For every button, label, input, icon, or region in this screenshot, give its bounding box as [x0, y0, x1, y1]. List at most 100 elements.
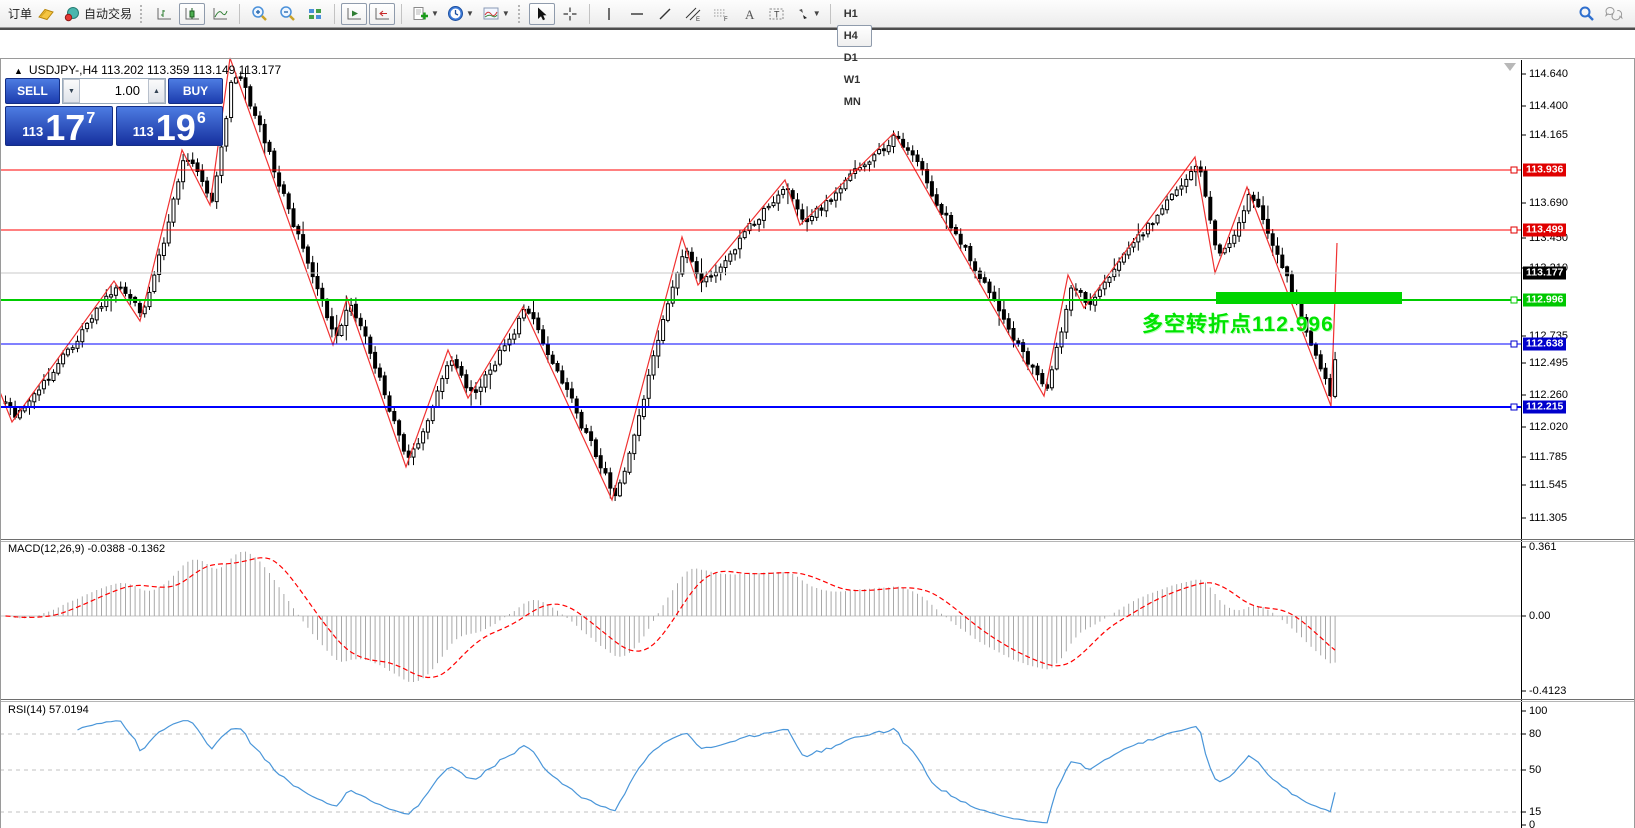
buy-button[interactable]: BUY	[168, 78, 223, 104]
timeframe-button-H4[interactable]: H4	[836, 24, 873, 47]
svg-text:E: E	[696, 17, 700, 22]
autotrade-button[interactable]: 自动交易	[61, 3, 135, 25]
tile-windows-button[interactable]	[302, 3, 328, 25]
price-level-badge: 113.177	[1523, 266, 1567, 280]
arrows-icon	[798, 8, 807, 19]
macd-tick-label: -0.4123	[1529, 685, 1567, 697]
volume-input[interactable]: 1.00	[80, 79, 148, 103]
arrows-dropdown-arrow[interactable]: ▼	[812, 9, 821, 18]
pivot-annotation-text[interactable]: 多空转折点112.996	[1142, 313, 1334, 336]
chat-button[interactable]	[1601, 3, 1627, 25]
price-tick-label: 112.260	[1529, 389, 1568, 401]
toolbar-handle	[140, 4, 146, 23]
period-dropdown-arrow[interactable]: ▼	[465, 9, 474, 18]
cursor-tool-button[interactable]	[528, 2, 555, 25]
chart-canvas[interactable]	[0, 30, 1635, 828]
price-tick-label: 114.165	[1529, 129, 1568, 141]
auto-scroll-button[interactable]	[341, 2, 368, 25]
sell-price-display[interactable]: 113 17 7	[5, 106, 113, 146]
text-label-tool-button[interactable]: T	[764, 3, 790, 25]
autotrade-icon	[64, 6, 79, 21]
fibonacci-tool-button[interactable]: F	[708, 3, 734, 25]
svg-text:T: T	[774, 9, 780, 19]
line-chart-mode-button[interactable]	[207, 3, 233, 25]
timeframe-button-D1[interactable]: D1	[843, 51, 858, 64]
toolbar-handle	[517, 4, 524, 23]
auto-scroll-icon	[347, 7, 362, 19]
fibonacci-icon: F	[713, 9, 728, 22]
timeframe-button-H1[interactable]: H1	[843, 7, 858, 20]
timeframe-button-MN[interactable]: MN	[843, 95, 861, 108]
zoom-in-button[interactable]	[246, 3, 272, 25]
volume-decrease-button[interactable]: ▼	[63, 79, 80, 103]
price-tick-label: 112.020	[1529, 421, 1568, 433]
zoom-out-button[interactable]	[274, 3, 300, 25]
crosshair-icon	[563, 7, 577, 20]
horizontal-line-tool-button[interactable]	[624, 3, 650, 25]
sell-button[interactable]: SELL	[5, 78, 60, 104]
chart-title-text: USDJPY-,H4 113.202 113.359 113.149 113.1…	[28, 63, 282, 77]
line-chart-icon	[213, 7, 228, 19]
price-tick-label: 113.690	[1529, 197, 1568, 209]
volume-spinner: ▼ 1.00 ▲	[62, 78, 166, 104]
new-order-dropdown-arrow[interactable]: ▼	[431, 9, 439, 18]
crosshair-tool-button[interactable]	[557, 3, 583, 25]
channel-tool-button[interactable]: E	[680, 3, 706, 25]
zigzag-line[interactable]	[0, 57, 1338, 502]
chart-shift-icon	[375, 7, 390, 19]
sell-price-big: 17	[45, 107, 86, 148]
macd-label: MACD(12,26,9) -0.0388 -0.1362	[8, 543, 166, 555]
rsi-tick-label: 100	[1529, 705, 1548, 717]
price-level-badge: 112.996	[1523, 293, 1567, 307]
one-click-trading-panel: SELL ▼ 1.00 ▲ BUY 113 17 7 113 19 6	[5, 78, 223, 146]
bar-chart-mode-button[interactable]	[151, 3, 177, 25]
buy-price-prefix: 113	[132, 124, 154, 139]
search-button[interactable]	[1573, 3, 1599, 25]
chart-shift-button[interactable]	[369, 2, 396, 25]
bar-chart-icon	[157, 7, 172, 19]
journal-icon[interactable]	[33, 3, 59, 25]
trendline-tool-button[interactable]	[652, 3, 678, 25]
rsi-line	[77, 720, 1336, 824]
rsi-tick-label: 0	[1529, 819, 1536, 828]
arrows-tool-button[interactable]: ▼	[792, 3, 824, 25]
price-tick-label: 114.640	[1529, 68, 1568, 80]
clock-icon	[447, 6, 463, 21]
period-button[interactable]: ▼	[444, 3, 477, 25]
sell-price-sup: 7	[86, 110, 96, 127]
indicators-icon	[483, 7, 499, 20]
new-order-button[interactable]: ▼	[408, 3, 442, 25]
rsi-tick-label: 80	[1529, 728, 1542, 740]
macd-tick-label: 0.361	[1529, 541, 1557, 553]
main-toolbar: 订单 自动交易	[0, 0, 1635, 108]
buy-price-display[interactable]: 113 19 6	[115, 106, 223, 146]
buy-price-sup: 6	[196, 110, 206, 127]
rsi-tick-label: 50	[1529, 764, 1542, 776]
price-level-badge: 112.638	[1523, 337, 1567, 351]
price-tick-label: 111.785	[1529, 451, 1568, 463]
candlestick-mode-button[interactable]	[179, 2, 206, 25]
macd-signal-line	[5, 557, 1336, 679]
zoom-out-icon	[279, 6, 295, 21]
chart-title: ▲ USDJPY-,H4 113.202 113.359 113.149 113.…	[14, 63, 281, 77]
volume-increase-button[interactable]: ▲	[148, 79, 165, 103]
chart-window[interactable]: ▲ USDJPY-,H4 113.202 113.359 113.149 113.…	[0, 28, 1635, 828]
candlestick-icon	[185, 7, 200, 19]
text-label-icon: T	[769, 8, 784, 19]
indicators-button[interactable]: ▼	[479, 3, 513, 25]
horizontal-line-icon	[630, 12, 643, 15]
vertical-line-tool-button[interactable]	[596, 3, 622, 25]
timeframe-button-W1[interactable]: W1	[843, 73, 861, 86]
macd-histogram	[9, 551, 1336, 682]
collapse-arrow-icon[interactable]: ▲	[14, 66, 23, 76]
vertical-line-icon	[608, 7, 610, 20]
indicators-dropdown-arrow[interactable]: ▼	[501, 9, 510, 18]
price-level-badge: 112.215	[1523, 400, 1567, 414]
chat-icon	[1605, 6, 1623, 20]
chart-shift-marker[interactable]	[1504, 63, 1516, 71]
order-menu-label[interactable]: 订单	[7, 7, 32, 21]
text-icon: A	[745, 7, 755, 22]
text-tool-button[interactable]: A	[736, 3, 762, 25]
price-tick-label: 111.305	[1529, 512, 1568, 524]
price-tick-label: 114.400	[1529, 100, 1568, 112]
